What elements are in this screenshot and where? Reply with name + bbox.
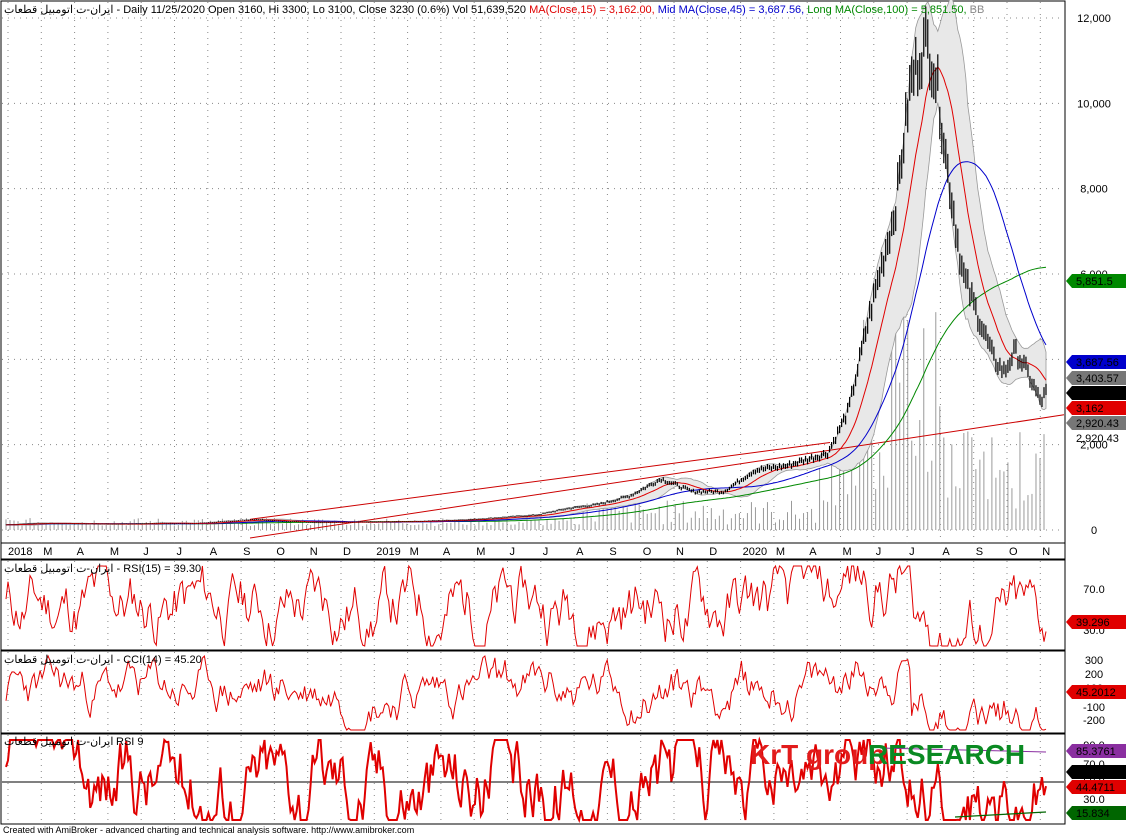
rsi15-ytick: 70.0 bbox=[1083, 584, 1104, 596]
price-value-label: 5,851.5 bbox=[1076, 276, 1113, 288]
rsi15-pane bbox=[0, 559, 1066, 651]
rsi9-value-label-box bbox=[1066, 780, 1126, 794]
x-axis-label: N bbox=[676, 546, 684, 558]
cci14-line bbox=[5, 654, 1047, 731]
rsi9-ytick: 30.0 bbox=[1083, 794, 1104, 806]
x-axis-label: J bbox=[143, 546, 149, 558]
rsi9-title-suffix: RSI 9 bbox=[116, 736, 144, 748]
cci14-ytick: 300 bbox=[1085, 655, 1103, 667]
x-axis-label: J bbox=[543, 546, 549, 558]
x-axis-label: S bbox=[243, 546, 250, 558]
footer-credit: Created with AmiBroker - advanced charti… bbox=[3, 825, 415, 835]
price-ytick: 12,000 bbox=[1077, 13, 1111, 25]
cci14-value-label: 45.2012 bbox=[1076, 687, 1116, 699]
x-axis-label: D bbox=[709, 546, 717, 558]
cci14-ytick: -100 bbox=[1083, 702, 1105, 714]
x-axis-label: S bbox=[609, 546, 616, 558]
x-axis-label: M bbox=[110, 546, 119, 558]
x-axis-label: 2019 bbox=[376, 546, 400, 558]
x-axis-label: A bbox=[77, 546, 85, 558]
rsi9-overbought-line bbox=[879, 747, 1047, 753]
price-ytick: 8,000 bbox=[1080, 184, 1108, 196]
price-lines bbox=[5, 6, 1065, 539]
x-axis-label: D bbox=[343, 546, 351, 558]
xaxis-strip bbox=[0, 542, 1066, 560]
rsi15-value-label: 39.296 bbox=[1076, 617, 1110, 629]
price-ytick: 10,000 bbox=[1077, 98, 1111, 110]
rsi9-value-label-box bbox=[1066, 744, 1126, 758]
x-axis-label: 2018 bbox=[8, 546, 32, 558]
cci14-title: ایران-ت اتومبیل قطعات - CCI(14) = 45.20 bbox=[4, 654, 202, 666]
x-axis-label: O bbox=[643, 546, 652, 558]
x-axis-label: A bbox=[942, 546, 950, 558]
rsi9-value-label-box bbox=[1066, 806, 1126, 820]
x-axis-label: O bbox=[276, 546, 285, 558]
x-axis-label: A bbox=[443, 546, 451, 558]
volume-bars bbox=[5, 291, 1045, 530]
value-labels: 5,851.5 3,687.56 3,403.57 3,230 3,162 2,920.4… bbox=[1066, 274, 1126, 820]
x-axis-label: A bbox=[210, 546, 218, 558]
rsi9-line bbox=[5, 736, 1047, 824]
cci14-value-label-box bbox=[1066, 685, 1126, 699]
x-axis-label: A bbox=[576, 546, 584, 558]
x-axis-label: N bbox=[310, 546, 318, 558]
x-axis-label: J bbox=[510, 546, 516, 558]
price-ytick: 2,000 bbox=[1080, 440, 1108, 452]
price-value-label-box bbox=[1066, 274, 1126, 288]
price-header: ایران-ت اتومبیل قطعات - Daily 11/25/2020… bbox=[4, 4, 984, 16]
rsi9-value-label-box bbox=[1066, 765, 1126, 779]
x-axis-label: S bbox=[976, 546, 983, 558]
x-axis-label: M bbox=[410, 546, 419, 558]
price-value-label: 2,920.43 bbox=[1076, 418, 1119, 430]
rsi9-support-line bbox=[954, 811, 1047, 818]
watermark-krt: KrT group bbox=[750, 739, 885, 770]
ma15-line bbox=[5, 66, 1047, 526]
cci14-ytick: -200 bbox=[1083, 715, 1105, 727]
price-value-label: 3,687.56 bbox=[1076, 357, 1119, 369]
x-axis-label: O bbox=[1009, 546, 1018, 558]
indicator-lines bbox=[2, 564, 1064, 824]
x-axis-label: A bbox=[809, 546, 817, 558]
x-axis-label: N bbox=[1042, 546, 1050, 558]
x-axis-label: J bbox=[177, 546, 183, 558]
trendline bbox=[249, 414, 1065, 539]
x-axis-label: J bbox=[876, 546, 882, 558]
rsi9-value-label: 15.834 bbox=[1076, 808, 1110, 820]
x-axis-label: J bbox=[909, 546, 915, 558]
rsi9-value-label: 50 bbox=[1076, 767, 1088, 779]
price-value-label-box bbox=[1066, 355, 1126, 369]
x-axis-label: M bbox=[776, 546, 785, 558]
x-axis-label: M bbox=[476, 546, 485, 558]
price-ytick: 0 bbox=[1091, 525, 1097, 537]
price-value-label: 3,230 bbox=[1076, 388, 1104, 400]
cci14-ytick: 200 bbox=[1085, 669, 1103, 681]
rsi9-title: ایران-ت اتومبیل قطعات bbox=[4, 736, 113, 748]
watermark-research: RESEARCH bbox=[868, 739, 1025, 770]
trendline-upper bbox=[249, 442, 831, 520]
price-label-2920: 2,920.43 bbox=[1076, 433, 1119, 445]
rsi15-title: ایران-ت اتومبیل قطعات - RSI(15) = 39.30 bbox=[4, 563, 201, 575]
rsi15-line bbox=[5, 564, 1047, 647]
price-value-label: 3,162 bbox=[1076, 403, 1104, 415]
x-axis-label: 2020 bbox=[743, 546, 767, 558]
price-value-label-box bbox=[1066, 416, 1126, 430]
rsi9-value-label: 44.4711 bbox=[1076, 782, 1115, 794]
price-value-label: 3,403.57 bbox=[1076, 373, 1119, 385]
price-value-label-box bbox=[1066, 401, 1126, 415]
x-axis-label: M bbox=[843, 546, 852, 558]
rsi15-value-label-box bbox=[1066, 615, 1126, 629]
price-value-label-box bbox=[1066, 371, 1126, 385]
rsi9-value-label: 85.3761 bbox=[1076, 746, 1116, 758]
price-value-label-box bbox=[1066, 386, 1126, 400]
x-axis-label: M bbox=[43, 546, 52, 558]
